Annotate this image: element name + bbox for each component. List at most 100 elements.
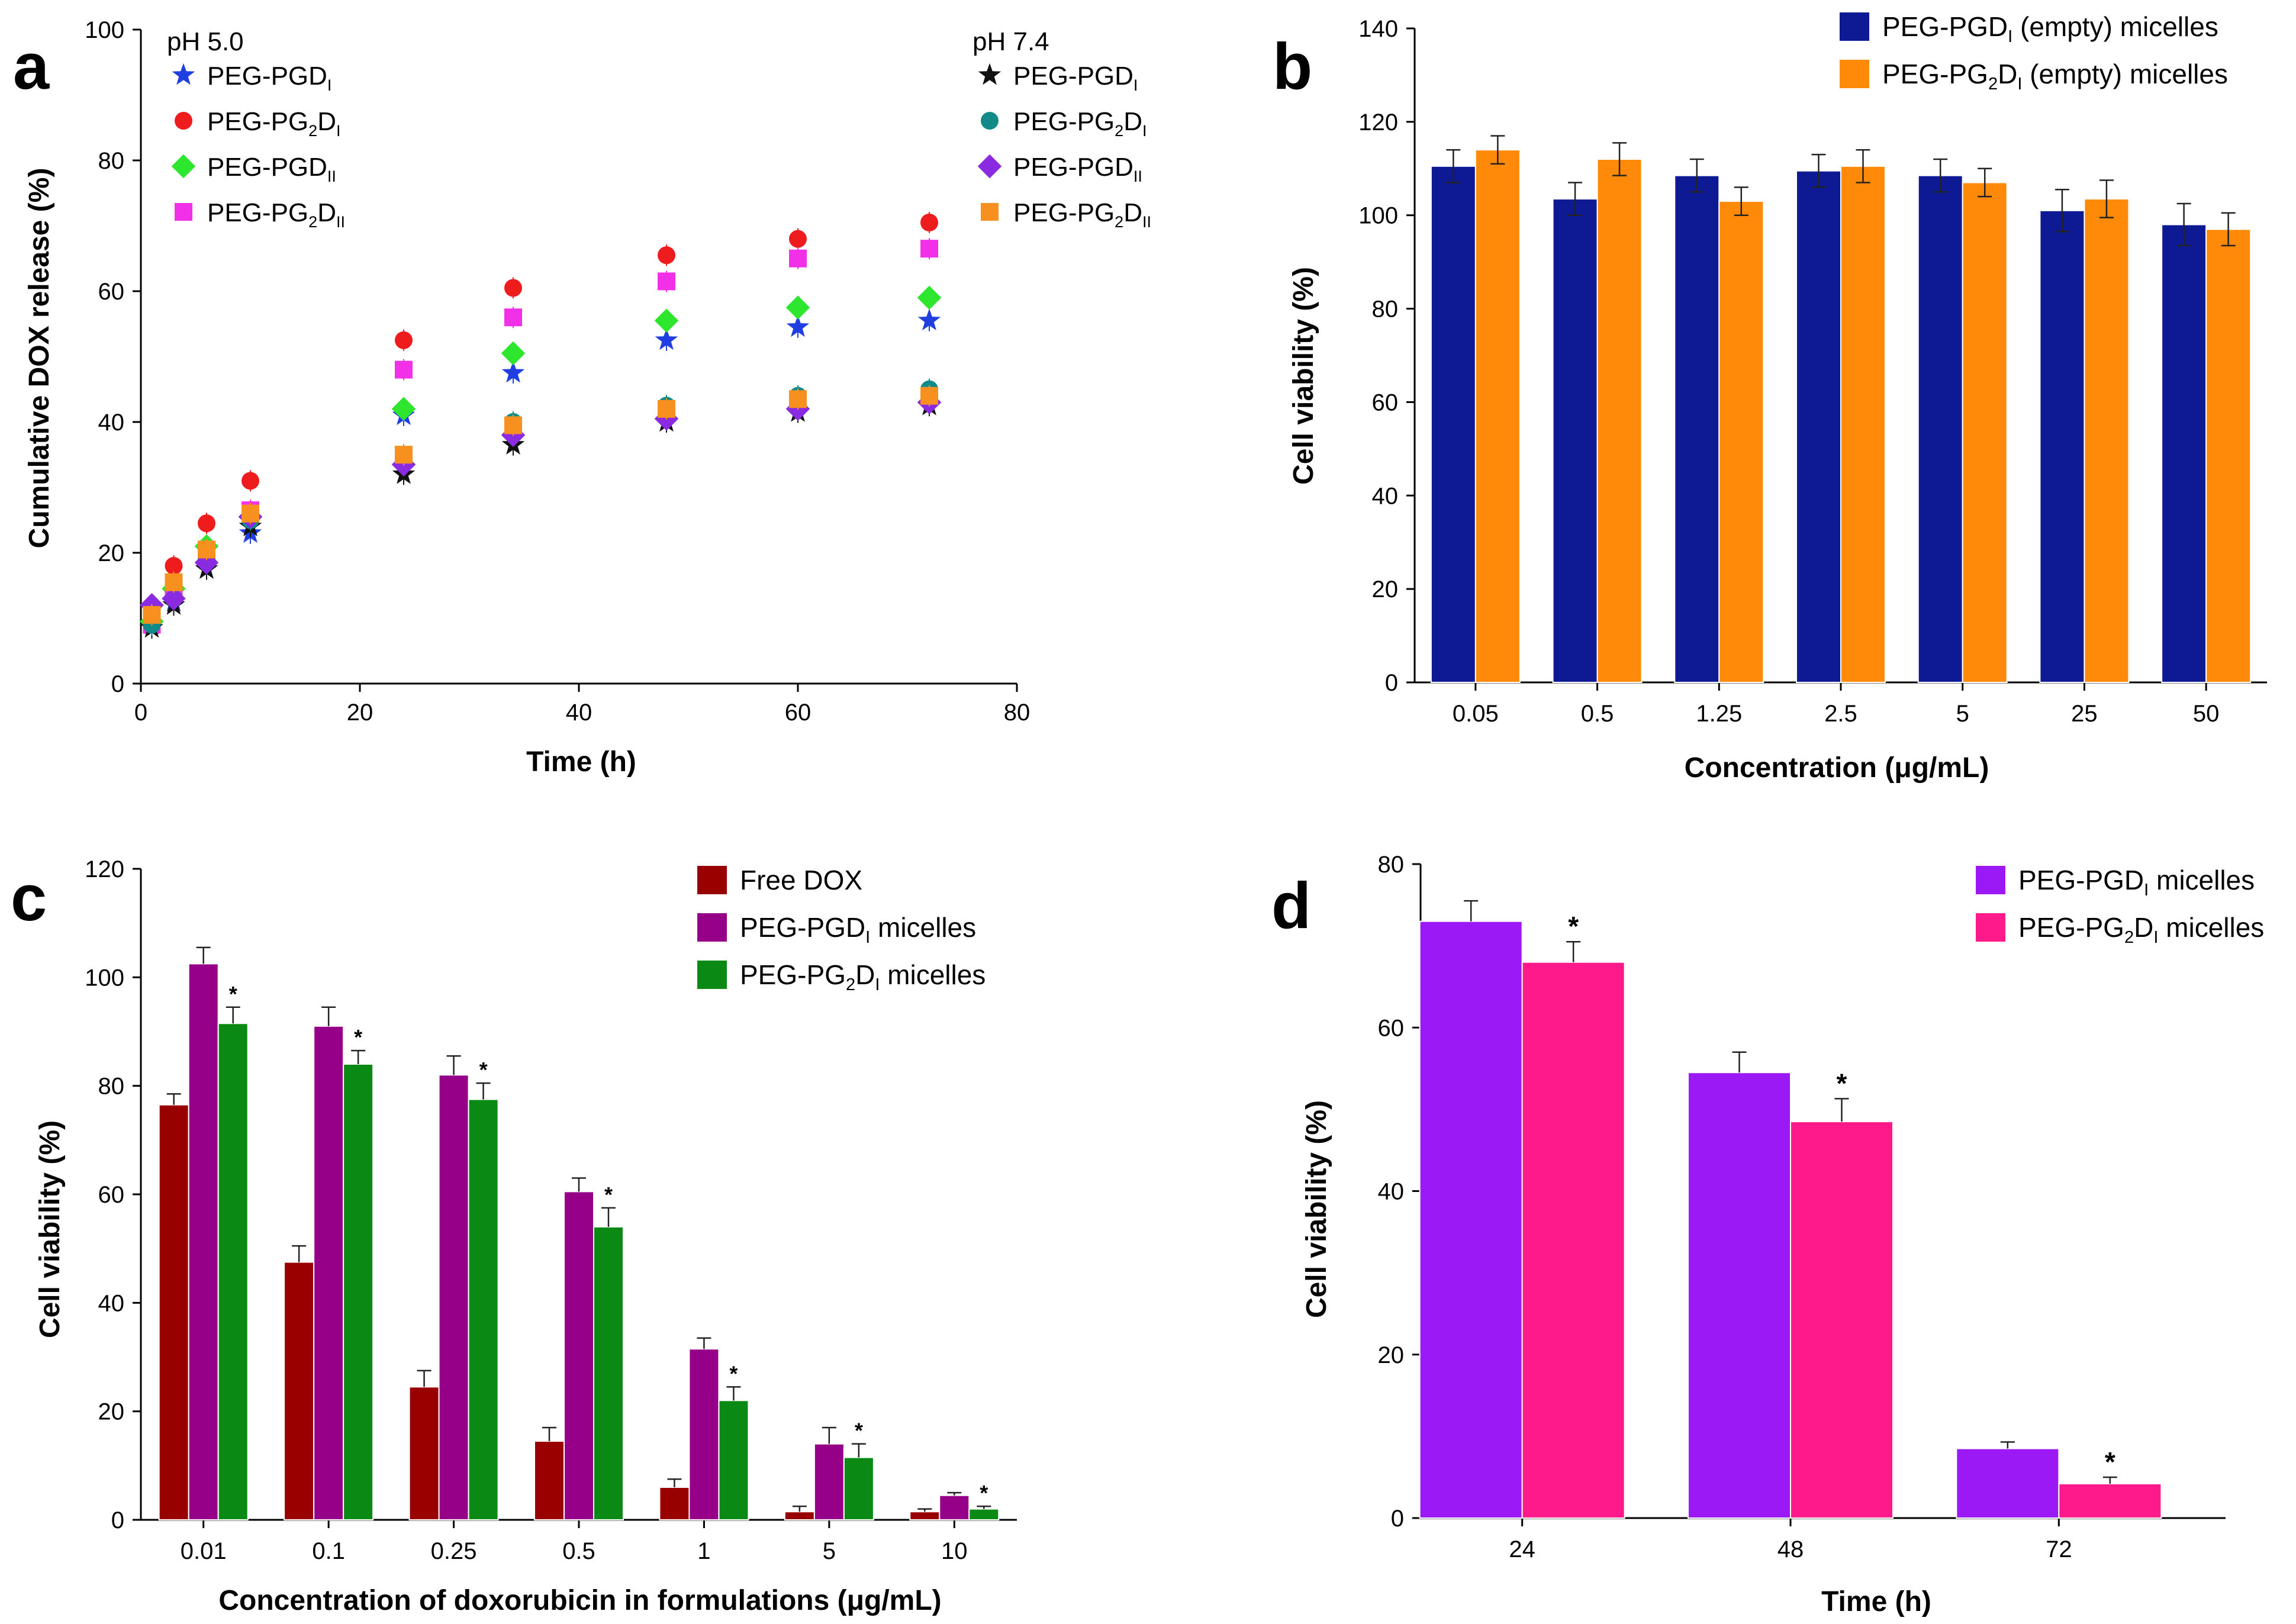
panel-c-significance-mark: * xyxy=(604,1182,613,1207)
panel-a-data-point xyxy=(504,279,522,297)
panel-c-x-tick-label: 0.1 xyxy=(312,1538,345,1564)
panel-c-bar xyxy=(534,1441,565,1520)
panel-a-data-point xyxy=(917,308,941,331)
panel-c-y-tick-label: 60 xyxy=(98,1182,125,1208)
panel-c-y-tick-label: 80 xyxy=(98,1074,125,1100)
panel-b-bar xyxy=(1430,165,1476,683)
panel-c-significance-mark: * xyxy=(855,1419,863,1443)
panel-c-legend-swatch xyxy=(697,866,727,894)
panel-c-x-tick-label: 10 xyxy=(941,1538,968,1564)
panel-b-axes: 0 20 40 60 80 100 120 140 0.05 0.5 1.25 2.5 5 25 50 xyxy=(1358,16,2267,727)
panel-c-bar xyxy=(813,1443,845,1521)
panel-b-legend-swatch xyxy=(1840,60,1869,88)
panel-a-legend-marker xyxy=(981,203,999,221)
panel-c-significance-mark: * xyxy=(479,1058,488,1082)
panel-a-data-point xyxy=(198,514,215,533)
panel-c-bar xyxy=(688,1348,720,1520)
panel-c-y-tick-label: 40 xyxy=(98,1290,125,1316)
panel-d-bar xyxy=(1688,1072,1791,1519)
panel-d-y-axis-label: Cell viability (%) xyxy=(1301,1100,1332,1318)
panel-b-y-tick-label: 100 xyxy=(1358,203,1398,229)
panel-c-bar xyxy=(718,1400,749,1520)
panel-d-letter: d xyxy=(1271,869,1311,942)
panel-c-x-tick-label: 0.25 xyxy=(431,1538,477,1564)
panel-a-y-tick-label: 100 xyxy=(85,17,124,43)
panel-a-legend-marker xyxy=(172,63,195,85)
panel-d-legend-swatch xyxy=(1976,866,2005,894)
panel-b-y-tick-label: 140 xyxy=(1358,16,1398,42)
panel-a-data-point xyxy=(162,587,186,611)
panel-a-y-tick-label: 0 xyxy=(111,671,124,697)
panel-b-legend-label: PEG-PGDI (empty) micelles xyxy=(1882,11,2218,46)
panel-b-x-tick-label: 25 xyxy=(2071,701,2098,727)
panel-c-x-axis-label: Concentration of doxorubicin in formulat… xyxy=(218,1585,941,1616)
panel-a-x-tick-label: 40 xyxy=(566,700,592,726)
panel-b-bar xyxy=(1674,175,1720,683)
panel-c-significance-mark: * xyxy=(729,1361,738,1385)
panel-c-bar xyxy=(284,1261,315,1520)
panel-a-x-tick-label: 80 xyxy=(1004,700,1031,726)
panel-a-legend-label: PEG-PG2DII xyxy=(207,198,345,231)
panel-b-x-tick-label: 0.5 xyxy=(1581,701,1614,727)
panel-c-legend: Free DOX PEG-PGDI micelles PEG-PG2DI micel… xyxy=(697,865,986,994)
panel-b-bar xyxy=(1596,159,1643,683)
panel-a-data-point xyxy=(789,390,807,408)
panel-a-data-point xyxy=(658,246,675,265)
panel-c-y-tick-label: 0 xyxy=(111,1507,124,1533)
panel-c-legend-label: PEG-PG2DI micelles xyxy=(740,959,986,994)
panel-c-bar xyxy=(438,1074,469,1521)
panel-a-data-point xyxy=(501,360,525,383)
panel-d-y-tick-label: 20 xyxy=(1378,1342,1405,1368)
panel-a-y-tick-label: 20 xyxy=(98,540,125,566)
panel-d-legend-label: PEG-PGDI micelles xyxy=(2018,865,2255,900)
panel-d-legend-swatch xyxy=(1976,913,2005,942)
panel-b-bar xyxy=(1962,182,2008,683)
panel-d-time-viability-chart: d 0 20 40 60 80 24 48 72 * * * Time (h) Cell viab… xyxy=(1271,852,2264,1617)
panel-d-y-tick-label: 80 xyxy=(1378,852,1405,878)
panel-a-data-point xyxy=(917,285,942,310)
panel-c-bar xyxy=(408,1386,440,1521)
panel-b-bar xyxy=(1718,201,1764,683)
panel-a-data-point xyxy=(395,331,413,349)
panel-a-data-point xyxy=(504,308,522,327)
panel-b-y-tick-label: 20 xyxy=(1372,576,1399,602)
panel-a-legend-marker xyxy=(978,63,1002,85)
panel-a-data-point xyxy=(501,341,526,366)
panel-a-y-tick-label: 80 xyxy=(98,148,125,174)
panel-b-bar xyxy=(1840,165,1886,683)
panel-c-bar xyxy=(659,1487,690,1520)
panel-b-bar xyxy=(1917,175,1963,683)
panel-a-data-point xyxy=(504,416,522,434)
panel-d-bar xyxy=(1521,961,1625,1519)
panel-c-legend-label: Free DOX xyxy=(740,865,862,895)
panel-c-bar xyxy=(343,1064,374,1520)
panel-c-x-tick-label: 0.01 xyxy=(181,1538,227,1564)
panel-b-y-tick-label: 40 xyxy=(1372,483,1399,509)
panel-a-legend-label: PEG-PGDII xyxy=(1013,153,1142,185)
panel-a-legend-title-ph5: pH 5.0 xyxy=(167,27,244,56)
panel-b-marks xyxy=(1430,135,2252,684)
panel-a-legend-label: PEG-PG2DII xyxy=(1013,198,1151,231)
panel-d-legend-label: PEG-PG2DI micelles xyxy=(2018,912,2264,947)
panel-c-x-tick-label: 5 xyxy=(823,1538,836,1564)
panel-d-x-tick-label: 24 xyxy=(1509,1536,1535,1562)
panel-a-x-tick-label: 0 xyxy=(134,700,147,726)
panel-a-data-point xyxy=(786,315,810,337)
panel-c-bar xyxy=(909,1511,941,1520)
panel-c-bar xyxy=(188,963,219,1520)
panel-a-legend-marker xyxy=(171,154,196,179)
panel-d-significance-mark: * xyxy=(1568,911,1579,942)
panel-a-data-point xyxy=(785,295,810,320)
panel-a-data-point xyxy=(165,557,183,575)
panel-a-data-point xyxy=(241,504,259,523)
panel-a-data-point xyxy=(655,328,678,350)
panel-c-bar xyxy=(968,1508,1000,1521)
panel-b-x-tick-label: 5 xyxy=(1956,701,1969,727)
panel-b-legend-swatch xyxy=(1840,12,1869,41)
panel-c-bar xyxy=(468,1098,499,1521)
panel-b-bar xyxy=(1796,170,1841,684)
panel-c-bar xyxy=(313,1025,344,1521)
panel-c-x-tick-label: 1 xyxy=(697,1538,710,1564)
